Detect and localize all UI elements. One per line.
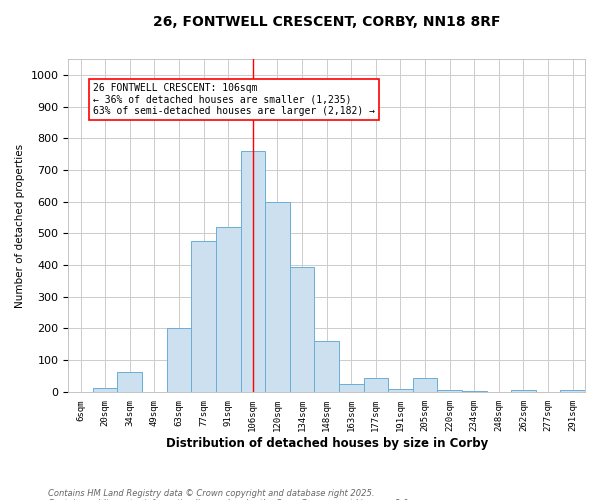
Bar xyxy=(511,390,536,392)
Bar xyxy=(339,384,364,392)
Text: 26 FONTWELL CRESCENT: 106sqm
← 36% of detached houses are smaller (1,235)
63% of: 26 FONTWELL CRESCENT: 106sqm ← 36% of de… xyxy=(93,83,375,116)
Bar xyxy=(290,266,314,392)
Bar xyxy=(118,372,142,392)
Bar xyxy=(364,378,388,392)
Bar xyxy=(314,341,339,392)
Text: Contains HM Land Registry data © Crown copyright and database right 2025.: Contains HM Land Registry data © Crown c… xyxy=(48,488,374,498)
Bar xyxy=(167,328,191,392)
Bar xyxy=(191,242,216,392)
Bar xyxy=(437,390,462,392)
Bar xyxy=(388,389,413,392)
Y-axis label: Number of detached properties: Number of detached properties xyxy=(15,144,25,308)
Bar xyxy=(462,391,487,392)
Bar xyxy=(413,378,437,392)
Title: 26, FONTWELL CRESCENT, CORBY, NN18 8RF: 26, FONTWELL CRESCENT, CORBY, NN18 8RF xyxy=(153,15,500,29)
Bar xyxy=(93,388,118,392)
Bar xyxy=(241,151,265,392)
X-axis label: Distribution of detached houses by size in Corby: Distribution of detached houses by size … xyxy=(166,437,488,450)
Bar xyxy=(265,202,290,392)
Text: Contains public sector information licensed under the Open Government Licence v3: Contains public sector information licen… xyxy=(48,498,411,500)
Bar xyxy=(560,390,585,392)
Bar xyxy=(216,227,241,392)
